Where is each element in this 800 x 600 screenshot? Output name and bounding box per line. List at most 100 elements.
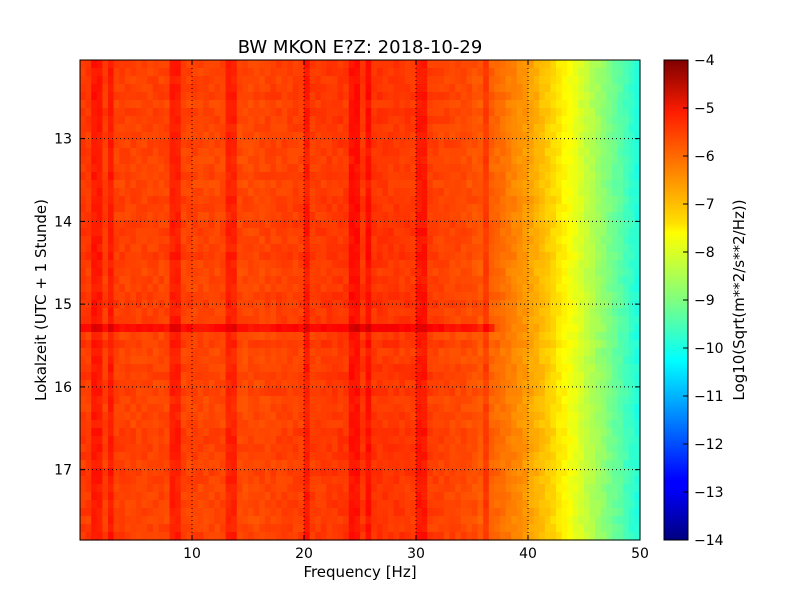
heatmap-cell [410,348,417,357]
heatmap-cell [326,340,333,349]
heatmap-cell [203,100,210,109]
heatmap-cell [192,204,199,213]
heatmap-cell [348,348,355,357]
heatmap-cell [427,204,434,213]
heatmap-cell [264,372,271,381]
heatmap-cell [108,92,115,101]
heatmap-cell [337,172,344,181]
heatmap-cell [220,108,227,117]
heatmap-cell [315,236,322,245]
heatmap-cell [91,356,98,365]
heatmap-cell [242,452,249,461]
heatmap-cell [511,308,518,317]
heatmap-cell [595,276,602,285]
heatmap-cell [220,84,227,93]
heatmap-cell [505,196,512,205]
heatmap-cell [539,132,546,141]
heatmap-cell [455,60,462,69]
heatmap-cell [102,388,109,397]
heatmap-cell [376,308,383,317]
heatmap-cell [197,212,204,221]
heatmap-cell [108,292,115,301]
heatmap-cell [505,404,512,413]
heatmap-cell [505,156,512,165]
heatmap-cell [455,388,462,397]
heatmap-cell [427,420,434,429]
heatmap-cell [556,140,563,149]
heatmap-cell [444,372,451,381]
heatmap-cell [567,396,574,405]
heatmap-cell [628,108,635,117]
heatmap-cell [164,76,171,85]
heatmap-cell [231,388,238,397]
heatmap-cell [528,428,535,437]
heatmap-cell [354,276,361,285]
heatmap-cell [584,324,591,333]
heatmap-cell [477,356,484,365]
heatmap-cell [169,380,176,389]
heatmap-cell [248,76,255,85]
heatmap-cell [343,332,350,341]
heatmap-cell [102,356,109,365]
heatmap-cell [371,332,378,341]
heatmap-cell [337,180,344,189]
heatmap-cell [410,380,417,389]
heatmap-cell [180,292,187,301]
heatmap-cell [332,196,339,205]
heatmap-cell [180,124,187,133]
heatmap-cell [427,228,434,237]
heatmap-cell [539,372,546,381]
heatmap-cell [628,412,635,421]
heatmap-cell [304,268,311,277]
heatmap-cell [158,372,165,381]
heatmap-cell [354,308,361,317]
heatmap-cell [309,100,316,109]
heatmap-cell [343,452,350,461]
heatmap-cell [298,364,305,373]
heatmap-cell [315,60,322,69]
heatmap-cell [455,212,462,221]
heatmap-cell [225,244,232,253]
heatmap-cell [550,172,557,181]
heatmap-cell [214,300,221,309]
heatmap-cell [589,412,596,421]
heatmap-cell [455,92,462,101]
heatmap-cell [231,268,238,277]
heatmap-cell [416,276,423,285]
heatmap-cell [505,172,512,181]
heatmap-cell [388,292,395,301]
heatmap-cell [505,228,512,237]
heatmap-cell [208,204,215,213]
heatmap-cell [539,164,546,173]
heatmap-cell [584,164,591,173]
heatmap-cell [477,116,484,125]
heatmap-cell [365,372,372,381]
heatmap-cell [371,76,378,85]
heatmap-cell [505,356,512,365]
heatmap-cell [444,324,451,333]
heatmap-cell [332,348,339,357]
heatmap-cell [264,196,271,205]
heatmap-cell [522,436,529,445]
heatmap-cell [371,204,378,213]
heatmap-cell [522,148,529,157]
heatmap-cell [304,292,311,301]
heatmap-cell [393,180,400,189]
heatmap-cell [382,148,389,157]
heatmap-cell [169,188,176,197]
heatmap-cell [175,428,182,437]
heatmap-cell [617,340,624,349]
heatmap-cell [511,452,518,461]
heatmap-cell [617,196,624,205]
heatmap-cell [152,188,159,197]
heatmap-cell [388,284,395,293]
heatmap-cell [421,196,428,205]
heatmap-cell [236,188,243,197]
heatmap-cell [113,244,120,253]
heatmap-cell [539,244,546,253]
heatmap-cell [343,412,350,421]
heatmap-cell [124,292,131,301]
heatmap-cell [242,396,249,405]
heatmap-cell [500,140,507,149]
heatmap-cell [488,340,495,349]
